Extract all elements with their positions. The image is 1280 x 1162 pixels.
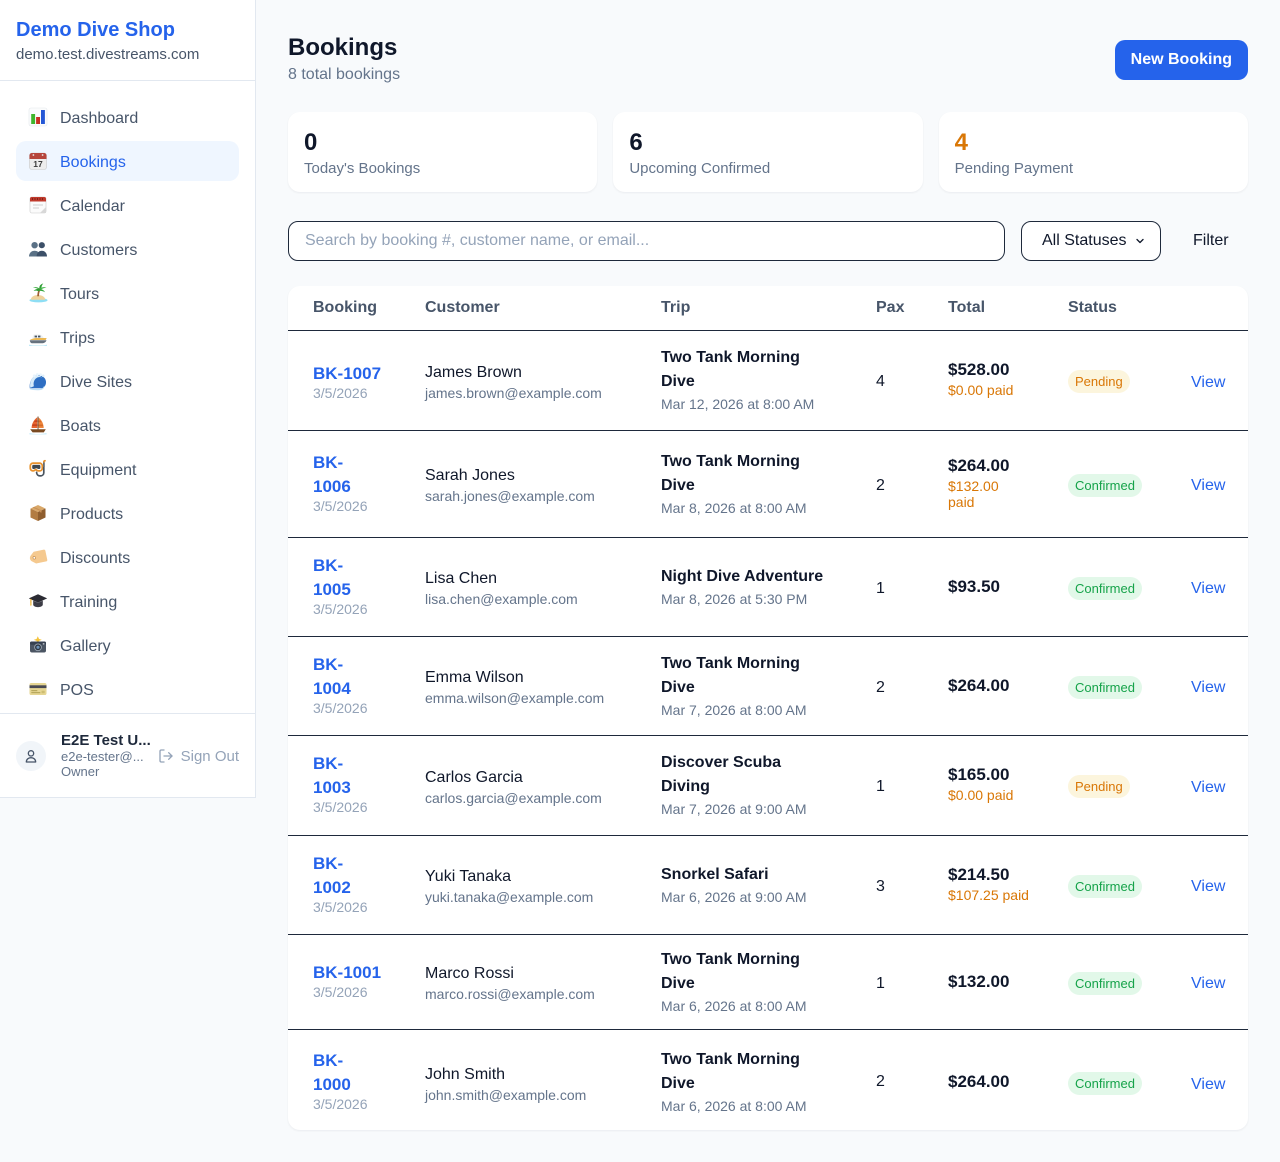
svg-text:17: 17 xyxy=(33,159,43,169)
